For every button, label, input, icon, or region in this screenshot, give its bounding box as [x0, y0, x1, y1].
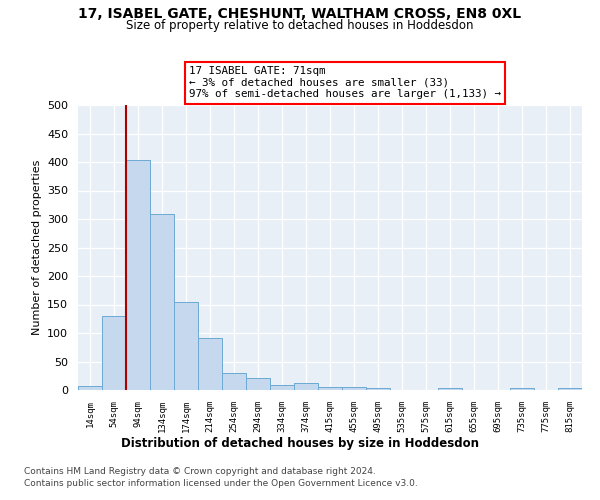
Bar — [558, 388, 582, 390]
Bar — [174, 302, 198, 390]
Bar — [366, 388, 390, 390]
Y-axis label: Number of detached properties: Number of detached properties — [32, 160, 41, 335]
Bar — [510, 388, 534, 390]
Bar — [222, 373, 246, 390]
Text: 17 ISABEL GATE: 71sqm
← 3% of detached houses are smaller (33)
97% of semi-detac: 17 ISABEL GATE: 71sqm ← 3% of detached h… — [189, 66, 501, 100]
Text: 17, ISABEL GATE, CHESHUNT, WALTHAM CROSS, EN8 0XL: 17, ISABEL GATE, CHESHUNT, WALTHAM CROSS… — [79, 8, 521, 22]
Bar — [294, 383, 318, 390]
Bar — [438, 388, 462, 390]
Text: Contains HM Land Registry data © Crown copyright and database right 2024.: Contains HM Land Registry data © Crown c… — [24, 468, 376, 476]
Text: Distribution of detached houses by size in Hoddesdon: Distribution of detached houses by size … — [121, 438, 479, 450]
Bar — [102, 316, 126, 390]
Bar — [318, 387, 342, 390]
Text: Size of property relative to detached houses in Hoddesdon: Size of property relative to detached ho… — [126, 18, 474, 32]
Text: Contains public sector information licensed under the Open Government Licence v3: Contains public sector information licen… — [24, 479, 418, 488]
Bar — [342, 386, 366, 390]
Bar — [246, 378, 270, 390]
Bar — [150, 214, 174, 390]
Bar — [198, 338, 222, 390]
Bar — [270, 386, 294, 390]
Bar — [126, 160, 150, 390]
Bar — [78, 386, 102, 390]
